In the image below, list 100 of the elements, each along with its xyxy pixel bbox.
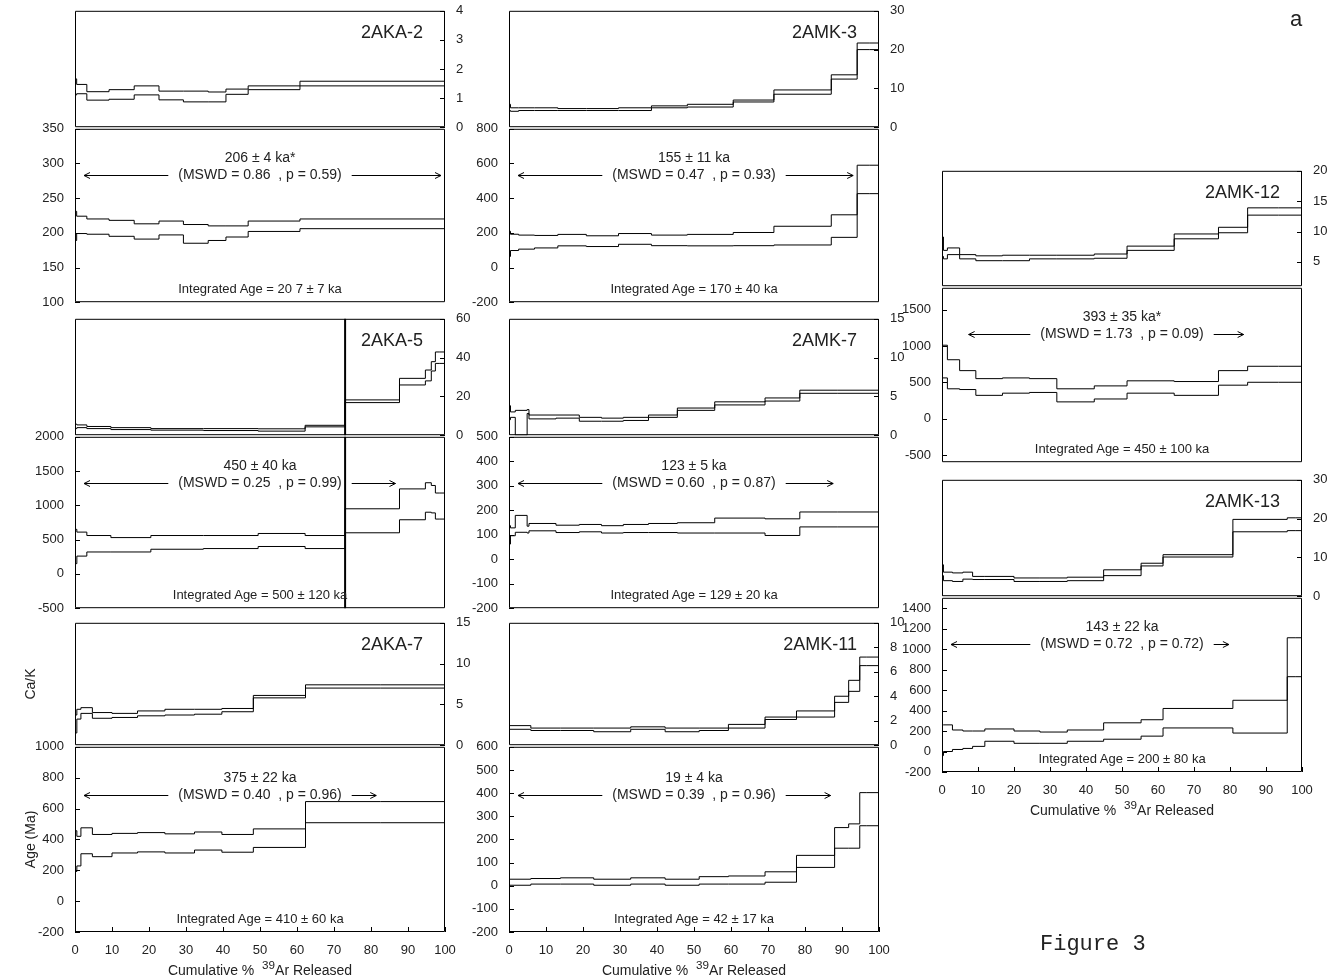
annotation: (MSWD = 0.39 , p = 0.96) bbox=[612, 786, 776, 803]
annotation: (MSWD = 0.60 , p = 0.87) bbox=[612, 473, 776, 490]
y-tick-label: 10 bbox=[456, 655, 471, 671]
y-axis-title: Age (Ma) bbox=[21, 810, 38, 869]
y-tick-label: 400 bbox=[909, 702, 931, 718]
y-tick-label: 15 bbox=[1313, 192, 1328, 208]
y-tick-label: 40 bbox=[456, 349, 471, 365]
y-tick-label: 60 bbox=[456, 310, 471, 326]
y-tick-label: 0 bbox=[890, 426, 898, 442]
y-tick-label: 400 bbox=[476, 784, 498, 800]
y-tick-label: 1000 bbox=[35, 496, 64, 512]
x-tick-label: 80 bbox=[797, 942, 813, 958]
y-tick-label: 600 bbox=[909, 681, 931, 697]
y-tick-label: 1400 bbox=[902, 599, 931, 615]
y-tick-label: 500 bbox=[476, 428, 498, 444]
annotation: 206 ± 4 ka* bbox=[224, 149, 296, 166]
y-tick-label: 0 bbox=[56, 565, 64, 581]
x-tick-label: 20 bbox=[141, 942, 157, 958]
y-tick-label: 10 bbox=[1313, 548, 1328, 564]
y-tick-label: 2 bbox=[456, 60, 464, 76]
y-tick-label: 2 bbox=[890, 712, 898, 728]
y-tick-label: 1000 bbox=[902, 337, 931, 353]
y-tick-label: 300 bbox=[42, 155, 64, 171]
x-tick-label: 20 bbox=[1006, 782, 1022, 798]
annotation: (MSWD = 0.47 , p = 0.93) bbox=[612, 166, 776, 183]
y-tick-label: 30 bbox=[890, 2, 905, 18]
annotation: Integrated Age = 129 ± 20 ka bbox=[610, 586, 779, 602]
x-tick-label: 50 bbox=[252, 942, 268, 958]
annotation: Integrated Age = 170 ± 40 ka bbox=[610, 280, 779, 296]
y-tick-label: 800 bbox=[909, 661, 931, 677]
y-tick-label: 0 bbox=[490, 550, 498, 566]
y-tick-label: 20 bbox=[890, 41, 905, 57]
x-tick-label: 0 bbox=[938, 782, 946, 798]
y-tick-label: 20 bbox=[456, 387, 471, 403]
y-tick-label: 600 bbox=[476, 738, 498, 754]
y-tick-label: 30 bbox=[1313, 471, 1328, 487]
y-tick-label: 400 bbox=[476, 452, 498, 468]
annotation: 155 ± 11 ka bbox=[657, 149, 731, 166]
annotation: Integrated Age = 450 ± 100 ka bbox=[1034, 440, 1210, 456]
y-tick-label: 800 bbox=[42, 769, 64, 785]
y-axis-title: Ca/K bbox=[21, 667, 38, 700]
y-tick-label: 0 bbox=[456, 736, 464, 752]
x-tick-label: 90 bbox=[834, 942, 850, 958]
y-tick-label: -500 bbox=[37, 599, 64, 615]
x-tick-label: 50 bbox=[1114, 782, 1130, 798]
x-tick-label: 40 bbox=[215, 942, 231, 958]
y-tick-label: 3 bbox=[456, 31, 464, 47]
x-tick-label: 10 bbox=[970, 782, 986, 798]
y-tick-label: 300 bbox=[476, 807, 498, 823]
annotation: 123 ± 5 ka bbox=[661, 456, 727, 473]
y-tick-label: 8 bbox=[890, 638, 898, 654]
x-tick-label: 80 bbox=[1222, 782, 1238, 798]
y-tick-label: 10 bbox=[890, 614, 905, 630]
annotation: (MSWD = 0.86 , p = 0.59) bbox=[178, 166, 342, 183]
x-tick-label: 30 bbox=[178, 942, 194, 958]
x-tick-label: 20 bbox=[575, 942, 591, 958]
y-tick-label: 150 bbox=[42, 259, 64, 275]
y-tick-label: 0 bbox=[490, 877, 498, 893]
y-tick-label: 400 bbox=[476, 189, 498, 205]
y-tick-label: 2000 bbox=[35, 428, 64, 444]
text: a bbox=[1290, 6, 1303, 32]
y-tick-label: 1000 bbox=[902, 640, 931, 656]
y-tick-label: 200 bbox=[909, 722, 931, 738]
y-tick-label: 100 bbox=[476, 526, 498, 542]
y-tick-label: -100 bbox=[471, 900, 498, 916]
x-tick-label: 60 bbox=[1150, 782, 1166, 798]
y-tick-label: 300 bbox=[476, 477, 498, 493]
y-tick-label: 0 bbox=[490, 259, 498, 275]
y-tick-label: 15 bbox=[890, 310, 905, 326]
y-tick-label: 200 bbox=[42, 861, 64, 877]
y-tick-label: 4 bbox=[456, 2, 464, 18]
x-tick-label: 10 bbox=[538, 942, 554, 958]
y-tick-label: 10 bbox=[890, 349, 905, 365]
y-tick-label: 1000 bbox=[35, 738, 64, 754]
x-tick-label: 60 bbox=[289, 942, 305, 958]
x-tick-label: 30 bbox=[612, 942, 628, 958]
x-tick-label: 10 bbox=[104, 942, 120, 958]
y-tick-label: -200 bbox=[471, 923, 498, 939]
y-tick-label: 200 bbox=[476, 830, 498, 846]
x-tick-label: 90 bbox=[400, 942, 416, 958]
y-tick-label: -200 bbox=[37, 923, 64, 939]
text: 2AMK-7 bbox=[791, 329, 857, 350]
y-tick-label: 0 bbox=[890, 118, 898, 134]
y-tick-label: 100 bbox=[42, 293, 64, 309]
x-axis-title: Cumulative % $^{39}$Ar Released bbox=[1029, 798, 1215, 818]
x-tick-label: 70 bbox=[760, 942, 776, 958]
text: 2AKA-2 bbox=[360, 21, 423, 42]
y-tick-label: -100 bbox=[471, 575, 498, 591]
x-tick-label: 0 bbox=[505, 942, 513, 958]
text: 2AKA-7 bbox=[360, 633, 423, 654]
y-tick-label: 0 bbox=[1313, 587, 1321, 603]
y-tick-label: 0 bbox=[456, 426, 464, 442]
y-tick-label: -200 bbox=[904, 763, 931, 779]
annotation: Integrated Age = 42 ± 17 ka bbox=[613, 910, 775, 926]
annotation: 450 ± 40 ka bbox=[223, 456, 297, 473]
x-tick-label: 70 bbox=[326, 942, 342, 958]
text: 2AMK-13 bbox=[1204, 490, 1280, 511]
x-tick-label: 60 bbox=[723, 942, 739, 958]
caption: Figure 3 bbox=[1040, 932, 1146, 957]
x-axis-title: Cumulative % $^{39}$Ar Released bbox=[601, 958, 787, 978]
